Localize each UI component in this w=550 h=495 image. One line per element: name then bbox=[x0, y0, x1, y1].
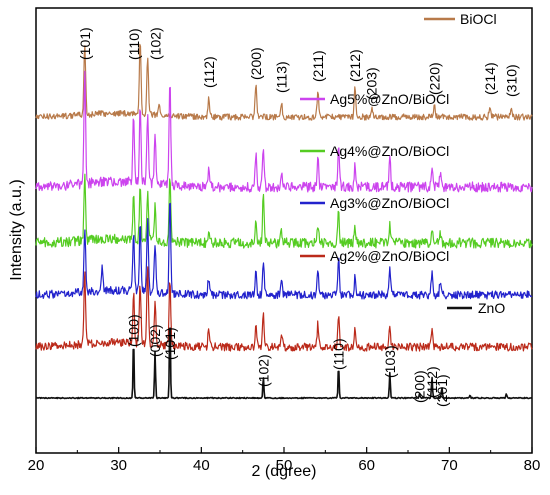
x-tick-label: 20 bbox=[28, 457, 45, 474]
hkl-label: (100) bbox=[126, 314, 142, 347]
hkl-label: (002) bbox=[147, 324, 163, 357]
hkl-label: (220) bbox=[426, 62, 442, 95]
y-axis-title: Intensity (a.u.) bbox=[8, 179, 25, 280]
hkl-label: (110) bbox=[331, 338, 347, 370]
hkl-label: (101) bbox=[77, 27, 93, 60]
x-tick-label: 30 bbox=[110, 457, 127, 474]
hkl-label: (102) bbox=[255, 354, 271, 387]
hkl-label: (200) bbox=[248, 47, 264, 80]
peak-labels: (101) (110) (102)(112) (200) (113) (211) (212)… bbox=[77, 27, 520, 407]
hkl-label: (112) bbox=[201, 56, 217, 88]
legend-label-2: Ag4%@ZnO/BiOCl bbox=[330, 143, 449, 159]
hkl-label: (113) bbox=[274, 61, 290, 93]
legend-label-5: ZnO bbox=[478, 300, 505, 316]
hkl-label: (102) bbox=[148, 27, 164, 60]
series-line-ag5-zno-biocl bbox=[35, 70, 533, 193]
x-tick-label: 50 bbox=[276, 457, 293, 474]
legend: BiOCl Ag5%@ZnO/BiOCl Ag4%@ZnO/BiOCl Ag3%@Zn… bbox=[300, 11, 505, 316]
hkl-label: (203) bbox=[364, 67, 380, 100]
legend-label-3: Ag3%@ZnO/BiOCl bbox=[330, 195, 449, 211]
x-tick-label: 60 bbox=[358, 457, 375, 474]
series-line-ag3-zno-biocl bbox=[35, 202, 533, 300]
series-line-zno bbox=[35, 327, 533, 400]
hkl-label: (212) bbox=[347, 49, 363, 82]
series-line-ag2-zno-biocl bbox=[35, 266, 533, 352]
hkl-label: (110) bbox=[126, 28, 142, 60]
legend-label-0: BiOCl bbox=[460, 11, 497, 27]
hkl-label: (310) bbox=[503, 64, 519, 97]
series-line-biocl bbox=[35, 43, 533, 121]
x-axis-ticks: 20 30 40 50 60 70 80 bbox=[28, 447, 541, 474]
series-layer bbox=[35, 43, 533, 400]
legend-label-1: Ag5%@ZnO/BiOCl bbox=[330, 91, 449, 107]
legend-label-4: Ag2%@ZnO/BiOCl bbox=[330, 248, 449, 264]
hkl-label: (101) bbox=[162, 327, 178, 360]
series-line-ag4-zno-biocl bbox=[35, 173, 533, 249]
hkl-label: (200) bbox=[412, 370, 428, 403]
hkl-label: (214) bbox=[482, 62, 498, 95]
hkl-label: (112) bbox=[424, 366, 440, 398]
hkl-label: (201) bbox=[434, 374, 450, 407]
x-tick-label: 40 bbox=[193, 457, 210, 474]
x-tick-label: 70 bbox=[441, 457, 458, 474]
x-tick-label: 80 bbox=[524, 457, 541, 474]
hkl-label: (211) bbox=[310, 50, 326, 82]
x-axis-title: 2 (dgree) bbox=[252, 463, 317, 480]
hkl-label: (103) bbox=[382, 345, 398, 378]
